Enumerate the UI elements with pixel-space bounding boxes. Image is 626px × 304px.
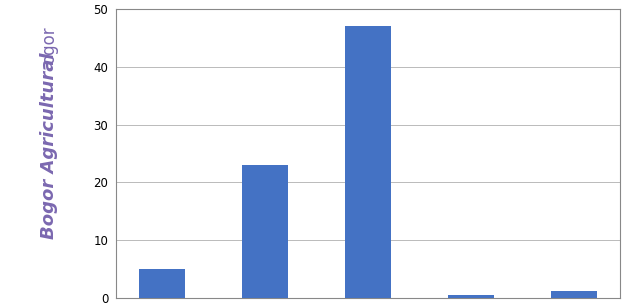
Bar: [139, 269, 185, 298]
Text: ogor: ogor: [40, 27, 58, 64]
Bar: [448, 295, 494, 298]
Text: Bogor Agricultural: Bogor Agricultural: [40, 53, 58, 239]
Bar: [550, 291, 597, 298]
Bar: [344, 26, 391, 298]
Bar: [242, 165, 288, 298]
